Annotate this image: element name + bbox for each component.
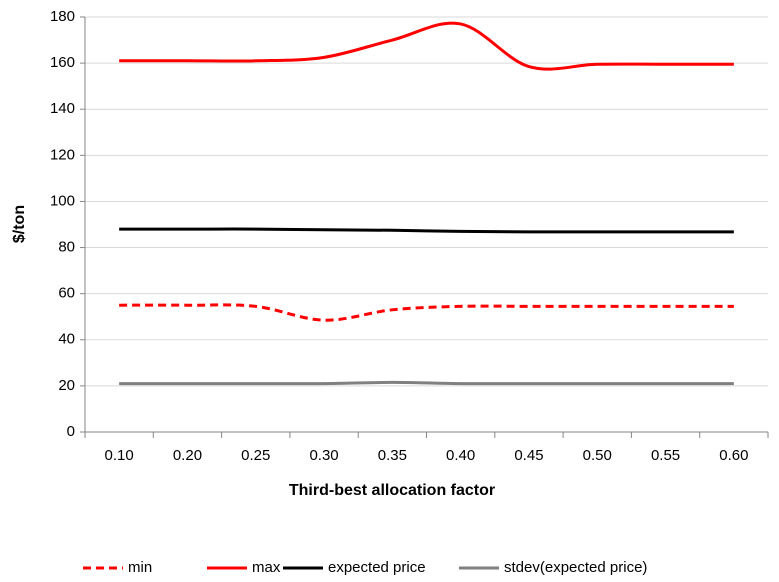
y-tick-label: 180 [50, 8, 75, 25]
legend-label: max [252, 559, 281, 576]
x-tick-label: 0.25 [241, 447, 270, 464]
legend-label: stdev(expected price) [504, 559, 647, 576]
x-axis-title: Third-best allocation factor [289, 482, 495, 499]
x-tick-label: 0.20 [173, 447, 202, 464]
series-line [119, 380, 734, 386]
y-tick-label: 120 [50, 146, 75, 163]
x-tick-label: 0.55 [651, 447, 680, 464]
series-line [119, 21, 734, 71]
series-line [119, 303, 734, 322]
series-line [119, 227, 734, 234]
y-tick-label: 140 [50, 100, 75, 117]
x-tick-label: 0.50 [583, 447, 612, 464]
y-tick-label: 100 [50, 192, 75, 209]
y-axis-title: $/ton [11, 205, 28, 243]
x-tick-label: 0.60 [719, 447, 748, 464]
legend-label: expected price [328, 559, 426, 576]
x-tick-label: 0.45 [514, 447, 543, 464]
y-tick-label: 60 [58, 285, 75, 302]
x-tick-label: 0.35 [378, 447, 407, 464]
x-tick-label: 0.40 [446, 447, 475, 464]
y-tick-label: 0 [67, 423, 75, 440]
y-tick-label: 40 [58, 331, 75, 348]
y-tick-label: 160 [50, 54, 75, 71]
legend-label: min [128, 559, 152, 576]
x-tick-label: 0.30 [309, 447, 338, 464]
y-tick-label: 80 [58, 239, 75, 256]
y-tick-label: 20 [58, 377, 75, 394]
x-tick-label: 0.10 [105, 447, 134, 464]
